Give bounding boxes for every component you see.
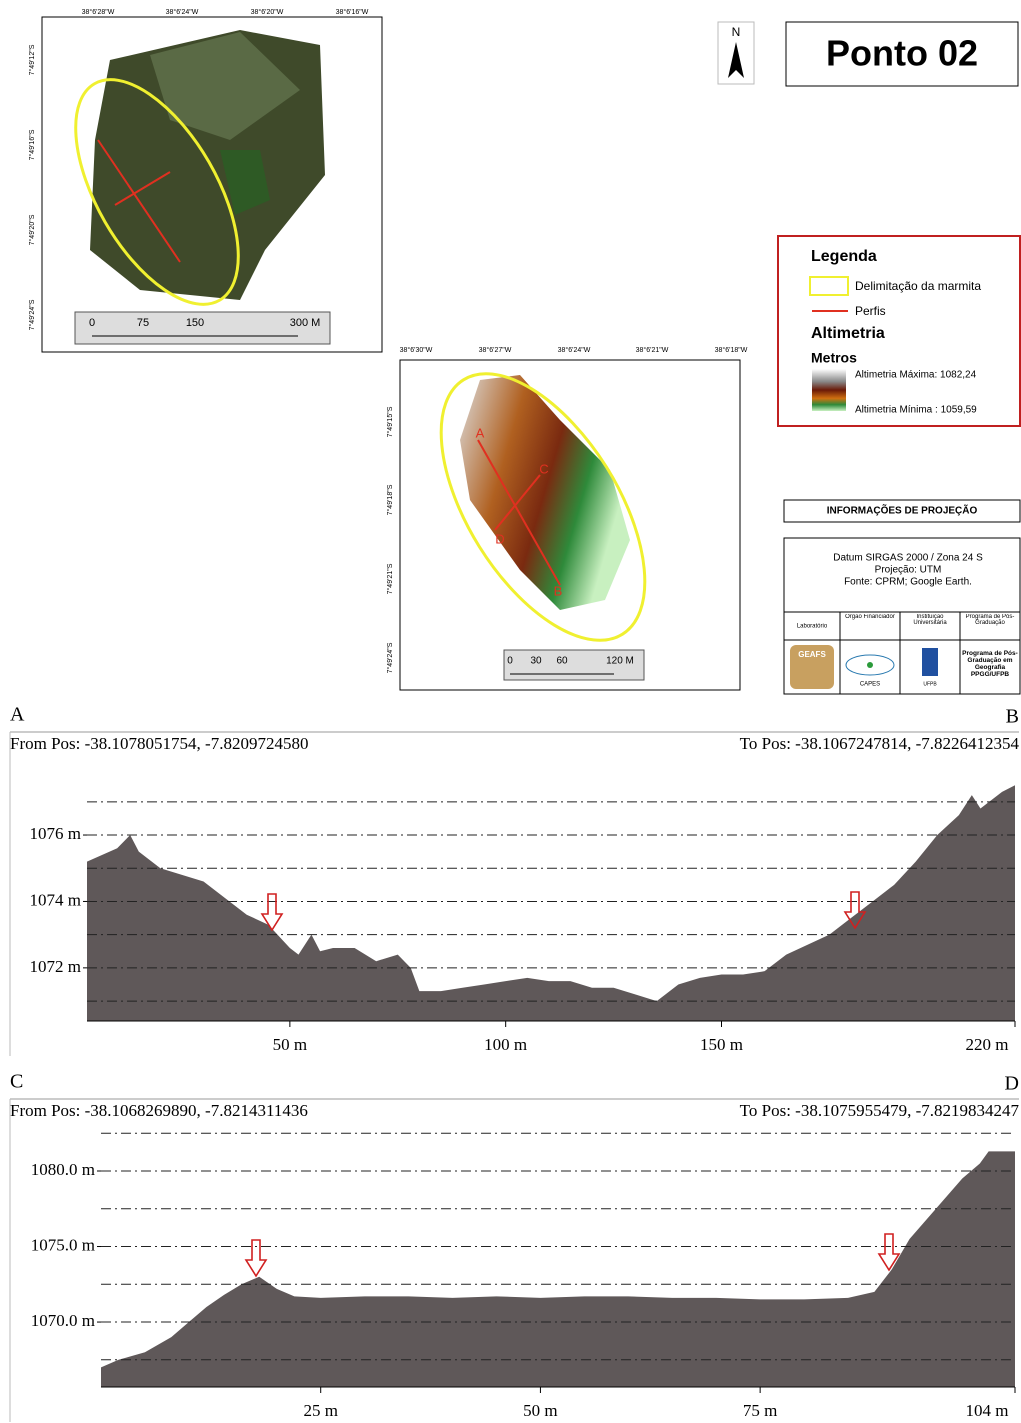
x-tick-label: 100 m [484, 1035, 527, 1054]
coord-label: 7°49'24"S [28, 299, 36, 330]
coord-label: 38°6'30"W [400, 346, 433, 354]
x-tick-label: 104 m [966, 1401, 1009, 1420]
coord-label: 38°6'18"W [715, 346, 748, 354]
legend-max: Altimetria Máxima: 1082,24 [855, 370, 977, 381]
coord-label: 38°6'20"W [251, 8, 284, 16]
profile-end-label: B [1006, 706, 1019, 728]
table-header: Órgão Financiador [841, 614, 899, 620]
y-tick-label: 1076 m [30, 824, 81, 843]
table-header: Laboratório [797, 624, 828, 630]
page: 0 75 150 300 M 38°6'28"W 38°6'24"W 38°6'… [0, 0, 1021, 1423]
y-tick-label: 1075.0 m [31, 1235, 95, 1254]
logo-text: UFPB [923, 681, 937, 687]
scale-label: 120 M [606, 656, 634, 667]
coord-label: 38°6'24"W [558, 346, 591, 354]
coord-label: 7°49'15"S [386, 406, 394, 437]
coord-label: 38°6'16"W [336, 8, 369, 16]
coord-label: 38°6'27"W [479, 346, 512, 354]
x-tick-label: 50 m [273, 1035, 307, 1054]
coord-label: 38°6'28"W [82, 8, 115, 16]
profile-area [87, 785, 1015, 1021]
x-tick-label: 220 m [966, 1035, 1009, 1054]
coord-label: 7°49'18"S [386, 484, 394, 515]
coord-label: 7°49'12"S [28, 44, 36, 75]
scale-label: 0 [89, 317, 95, 329]
title: Ponto 02 [826, 33, 978, 74]
coord-label: 7°49'20"S [28, 214, 36, 245]
table-header: Programa de Pós-Graduação [961, 614, 1019, 626]
coord-label: 38°6'24"W [166, 8, 199, 16]
logo-text: CAPES [860, 682, 880, 688]
legend-heading: Metros [811, 350, 857, 366]
scale-label: 30 [530, 656, 542, 667]
logo [922, 648, 938, 676]
north-label: N [732, 25, 741, 39]
logo-text-wrap: Programa de Pós-Graduação em Geografia P… [961, 650, 1019, 692]
logo-text: GEAFS [798, 650, 826, 659]
x-tick-label: 75 m [743, 1401, 777, 1420]
scale-label: 150 [186, 317, 204, 329]
legend-heading: Altimetria [811, 325, 885, 342]
profile-start-label: A [10, 704, 25, 726]
legend-ramp [812, 369, 846, 411]
y-tick-label: 1074 m [30, 890, 81, 909]
marker-arrow [246, 1240, 266, 1276]
table-header-wrap: Programa de Pós-Graduação [961, 614, 1019, 638]
x-tick-label: 50 m [523, 1401, 557, 1420]
from-pos: From Pos: -38.1078051754, -7.8209724580 [10, 734, 308, 753]
legend-min: Altimetria Mínima : 1059,59 [855, 405, 977, 416]
point-label: D [495, 531, 504, 546]
table-header-wrap: Instituição Universitária [901, 614, 959, 638]
projection-line: Projeção: UTM [875, 565, 942, 576]
scale-label: 75 [137, 317, 149, 329]
map-2: A B C D 0 30 60 120 M 38°6'30"W 38°6'27"… [386, 340, 748, 690]
scale-label: 60 [556, 656, 568, 667]
profile-start-label: C [10, 1071, 23, 1093]
to-pos: To Pos: -38.1067247814, -7.8226412354 [740, 734, 1020, 753]
profile-area [101, 1151, 1015, 1387]
legend-title: Legenda [811, 248, 877, 265]
coord-label: 7°49'16"S [28, 129, 36, 160]
legend-item: Perfis [855, 304, 886, 318]
point-label: C [539, 461, 548, 476]
projection-line: Fonte: CPRM; Google Earth. [844, 577, 972, 588]
map-1: 0 75 150 300 M 38°6'28"W 38°6'24"W 38°6'… [28, 8, 382, 352]
scale-label: 300 M [290, 317, 321, 329]
point-label: B [554, 583, 563, 598]
projection-title: INFORMAÇÕES DE PROJEÇÃO [827, 504, 978, 517]
scale-label: 0 [507, 656, 513, 667]
profile-end-label: D [1005, 1073, 1019, 1095]
to-pos: To Pos: -38.1075955479, -7.8219834247 [740, 1101, 1020, 1120]
legend: Legenda Delimitação da marmita Perfis Al… [778, 236, 1020, 426]
from-pos: From Pos: -38.1068269890, -7.8214311436 [10, 1101, 308, 1120]
logo [867, 662, 873, 668]
projection-info: INFORMAÇÕES DE PROJEÇÃO Datum SIRGAS 200… [784, 500, 1020, 694]
table-header-wrap: Órgão Financiador [841, 614, 899, 638]
y-tick-label: 1070.0 m [31, 1311, 95, 1330]
y-tick-label: 1072 m [30, 957, 81, 976]
profiles: A B From Pos: -38.1078051754, -7.820972458… [10, 704, 1019, 1422]
point-label: A [476, 425, 485, 440]
legend-item: Delimitação da marmita [855, 279, 981, 293]
x-tick-label: 25 m [303, 1401, 337, 1420]
y-tick-label: 1080.0 m [31, 1160, 95, 1179]
projection-line: Datum SIRGAS 2000 / Zona 24 S [833, 553, 983, 564]
coord-label: 7°49'24"S [386, 642, 394, 673]
coord-label: 7°49'21"S [386, 563, 394, 594]
x-tick-label: 150 m [700, 1035, 743, 1054]
table-header: Instituição Universitária [901, 614, 959, 626]
logo-text: Programa de Pós-Graduação em Geografia P… [961, 650, 1019, 678]
coord-label: 38°6'21"W [636, 346, 669, 354]
